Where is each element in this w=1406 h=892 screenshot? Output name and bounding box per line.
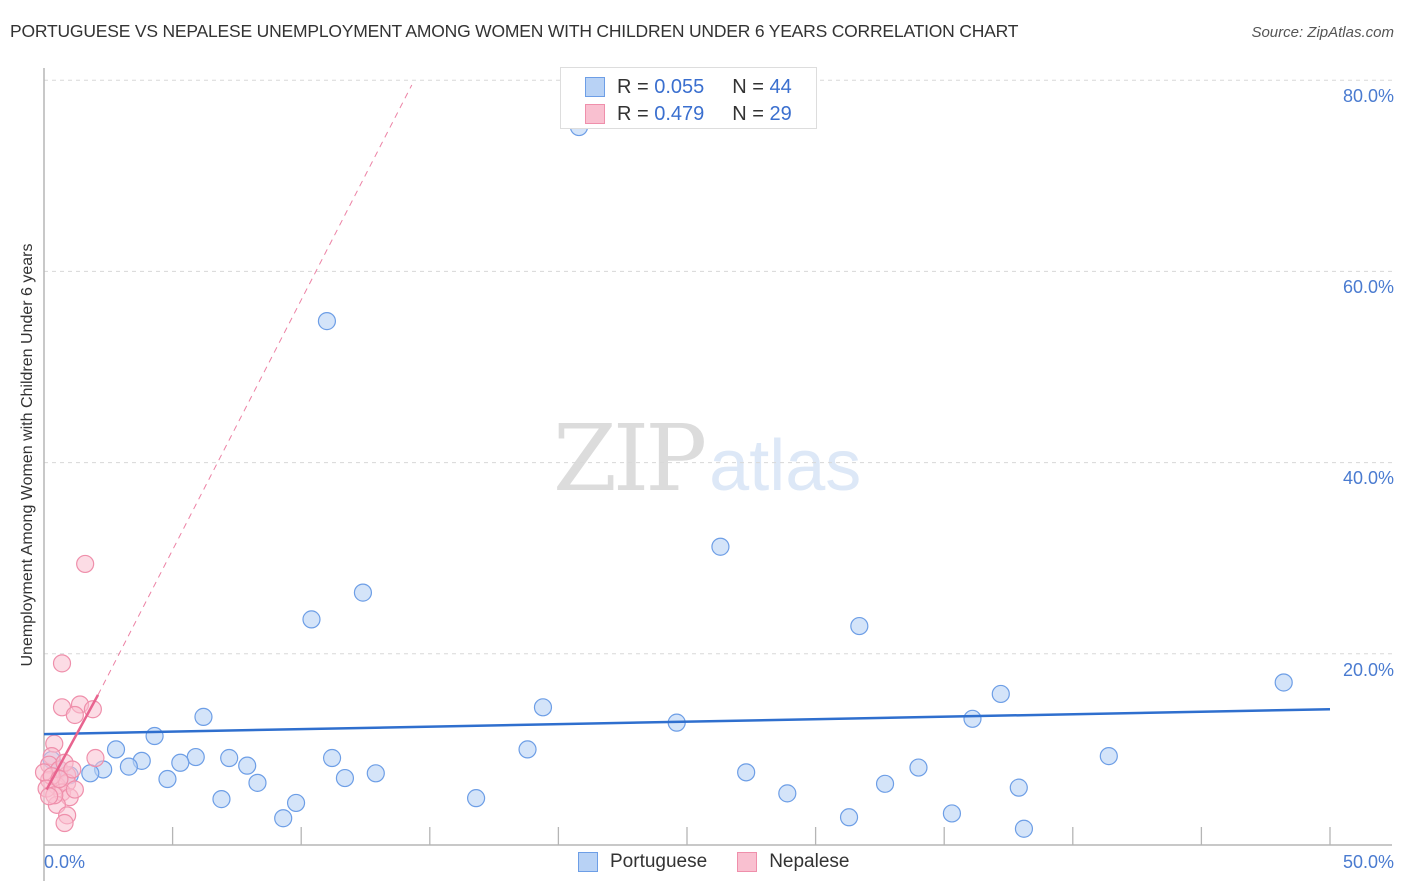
portuguese-point — [335, 768, 355, 788]
portuguese-point — [909, 758, 928, 777]
portuguese-point — [466, 789, 486, 808]
watermark-atlas: atlas — [709, 426, 862, 506]
portuguese-point — [212, 790, 231, 809]
portuguese-point — [1009, 778, 1028, 797]
nepalese-point — [65, 780, 84, 799]
legend-label-nepalese: Nepalese — [769, 851, 850, 872]
portuguese-point — [119, 757, 138, 776]
portuguese-point — [238, 756, 257, 775]
portuguese-point — [875, 774, 895, 793]
nepalese-point — [65, 705, 84, 725]
nepalese-point — [52, 654, 72, 673]
legend-item-portuguese[interactable]: Portuguese — [578, 851, 707, 873]
nepalese-point — [76, 554, 95, 574]
portuguese-point — [322, 748, 342, 768]
portuguese-point — [317, 312, 337, 331]
y-tick-20: 20.0% — [1342, 660, 1394, 680]
portuguese-point — [145, 726, 164, 746]
correlation-legend: R = 0.055 N = 44 R = 0.479 N = 29 — [560, 67, 817, 129]
portuguese-point — [194, 707, 213, 726]
portuguese-point — [850, 616, 869, 636]
nepalese-point — [63, 760, 82, 779]
legend-row-nepalese: R = 0.479 N = 29 — [585, 102, 792, 126]
nepalese-point — [86, 748, 105, 768]
watermark: ZIPatlas — [553, 405, 861, 512]
n-value: 44 — [769, 75, 792, 98]
portuguese-point — [248, 773, 267, 792]
legend-label-portuguese: Portuguese — [610, 851, 708, 872]
y-tick-40: 40.0% — [1342, 468, 1394, 488]
portuguese-point — [220, 748, 239, 768]
portuguese-point — [1099, 746, 1118, 766]
n-value: 29 — [769, 102, 792, 125]
source-label: Source: ZipAtlas.com — [1251, 24, 1394, 41]
legend-item-nepalese[interactable]: Nepalese — [737, 851, 849, 873]
series-legend: Portuguese Nepalese — [578, 851, 879, 873]
portuguese-point — [1274, 673, 1293, 692]
portuguese-trend-line — [43, 707, 1331, 736]
portuguese-point — [991, 684, 1010, 704]
portuguese-point — [274, 809, 293, 828]
r-label: R = — [617, 75, 649, 98]
portuguese-point — [81, 764, 100, 783]
portuguese-point — [366, 764, 385, 783]
y-tick-60: 60.0% — [1342, 277, 1394, 297]
portuguese-point — [518, 740, 537, 759]
portuguese-point — [737, 763, 756, 782]
x-tick-min: 0.0% — [44, 852, 86, 872]
portuguese-point — [533, 698, 553, 717]
portuguese-point — [302, 610, 321, 629]
portuguese-swatch-icon — [578, 852, 598, 872]
nepalese-swatch-icon — [585, 104, 605, 124]
n-label: N = — [732, 75, 764, 98]
portuguese-point — [963, 709, 982, 728]
portuguese-point — [158, 769, 177, 789]
nepalese-trend-line — [45, 694, 100, 791]
y-tick-80: 80.0% — [1342, 86, 1394, 106]
portuguese-point — [286, 793, 306, 813]
r-label: R = — [617, 102, 649, 125]
portuguese-point — [778, 784, 797, 803]
x-tick-max: 50.0% — [1342, 852, 1394, 872]
portuguese-point — [186, 747, 205, 767]
nepalese-swatch-icon — [737, 852, 758, 872]
legend-row-portuguese: R = 0.055 N = 44 — [585, 75, 792, 99]
portuguese-point — [353, 583, 373, 602]
r-value: 0.479 — [654, 102, 705, 125]
nepalese-point — [55, 813, 74, 833]
nepalese-trend-extension — [97, 84, 413, 696]
portuguese-swatch-icon — [585, 77, 605, 97]
nepalese-point — [40, 787, 59, 806]
portuguese-point — [1014, 819, 1034, 838]
portuguese-point — [106, 740, 126, 759]
portuguese-point — [171, 753, 190, 772]
chart-title: PORTUGUESE VS NEPALESE UNEMPLOYMENT AMON… — [10, 21, 1019, 41]
portuguese-point — [942, 804, 962, 823]
watermark-zip: ZIP — [553, 405, 707, 512]
y-axis-label: Unemployment Among Women with Children U… — [19, 243, 36, 667]
portuguese-point — [711, 537, 730, 556]
portuguese-point — [839, 808, 859, 827]
r-value: 0.055 — [654, 75, 705, 98]
n-label: N = — [732, 102, 764, 125]
